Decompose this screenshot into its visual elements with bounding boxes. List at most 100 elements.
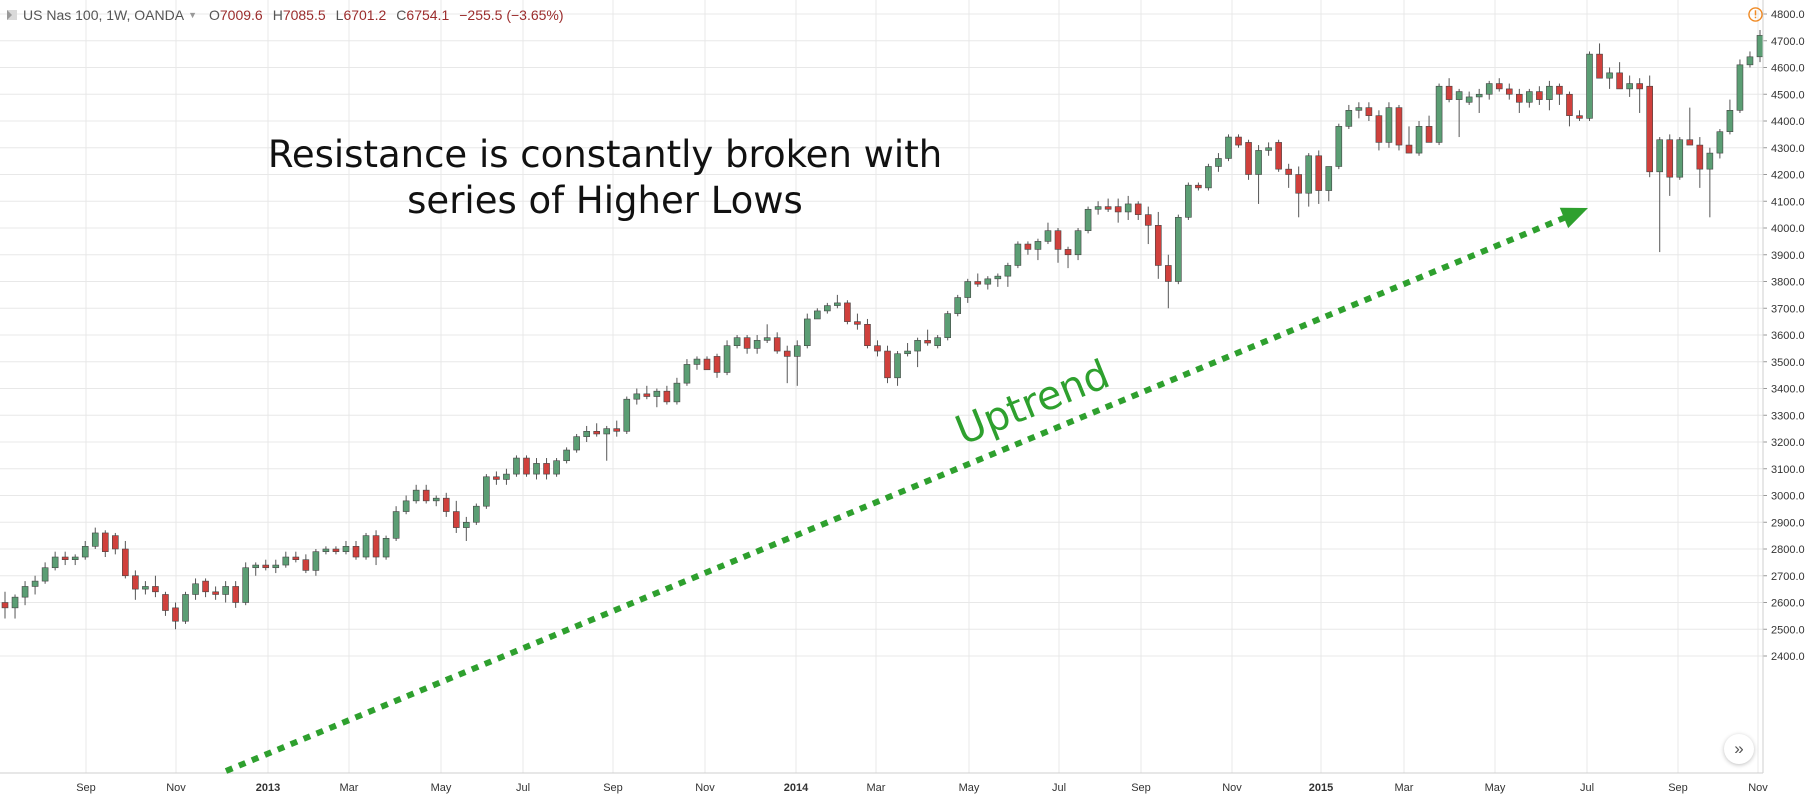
candle-body — [1165, 265, 1172, 282]
candle-body — [272, 564, 280, 569]
y-tick-label: 4400.0 — [1771, 116, 1805, 128]
candle — [252, 562, 260, 576]
candle-body — [342, 546, 350, 552]
candle-body — [1596, 53, 1603, 79]
candle — [202, 578, 209, 598]
double-chevron-right-icon[interactable]: » — [1724, 734, 1754, 764]
candle — [1656, 137, 1664, 253]
x-tick-label: May — [959, 782, 980, 794]
candle — [11, 594, 19, 619]
candle-body — [633, 393, 641, 400]
candle-body — [1676, 139, 1684, 178]
candle-body — [1636, 83, 1643, 90]
candle-body — [81, 546, 89, 558]
candle-body — [252, 564, 260, 569]
candle-body — [864, 323, 871, 346]
candle-body — [1144, 214, 1152, 226]
symbol-title[interactable]: US Nas 100, 1W, OANDA — [23, 7, 185, 23]
x-tick-label: Mar — [340, 782, 359, 794]
candle-body — [282, 556, 290, 566]
candle-body — [1365, 107, 1373, 116]
candle-body — [1556, 85, 1563, 95]
x-tick-label: Sep — [1668, 782, 1688, 794]
candle — [452, 500, 460, 533]
candle — [1586, 51, 1593, 121]
alert-circle-icon[interactable] — [1748, 7, 1763, 22]
candle — [432, 495, 440, 507]
candle — [71, 554, 79, 566]
y-tick-label: 2400.0 — [1771, 651, 1805, 663]
candle — [1124, 195, 1132, 220]
candle-body — [1004, 265, 1012, 277]
candle-body — [814, 310, 821, 320]
candle — [392, 506, 400, 541]
candle-body — [543, 463, 550, 475]
candle-body — [1215, 158, 1222, 167]
candle-body — [1415, 126, 1423, 154]
open-label: O — [208, 7, 220, 23]
candle — [683, 359, 691, 386]
candle-body — [1124, 203, 1132, 213]
candle-body — [1405, 144, 1413, 154]
candle-body — [1656, 139, 1664, 173]
candle-body — [1084, 208, 1092, 231]
candle-body — [152, 586, 159, 593]
candle — [51, 551, 59, 571]
candle-body — [362, 535, 370, 558]
candle — [673, 377, 681, 405]
candle — [162, 591, 169, 616]
candle — [543, 458, 550, 480]
x-tick-label: 2015 — [1309, 782, 1333, 794]
candle-body — [31, 580, 39, 587]
candle-body — [503, 473, 510, 480]
candle — [1686, 107, 1694, 146]
candle — [854, 313, 861, 330]
candle — [1395, 104, 1403, 151]
candle-body — [1445, 85, 1453, 100]
low-value: 6701.2 — [343, 7, 387, 23]
candle-body — [1134, 203, 1142, 215]
y-tick-label: 2900.0 — [1771, 517, 1805, 529]
candle — [713, 353, 721, 378]
candle-body — [1425, 126, 1433, 143]
candle — [974, 273, 982, 287]
candle-body — [162, 594, 169, 611]
candle-body — [332, 548, 340, 552]
candle — [643, 385, 651, 400]
candle — [613, 420, 621, 437]
candle — [623, 396, 631, 434]
candle-body — [91, 532, 99, 547]
candle — [1175, 214, 1182, 285]
chevron-down-icon[interactable]: ▼ — [188, 10, 197, 20]
candle — [362, 532, 370, 560]
y-tick-label: 2500.0 — [1771, 624, 1805, 636]
candle-body — [101, 532, 109, 552]
candle — [1536, 86, 1543, 105]
candle-body — [1355, 107, 1363, 111]
candle — [763, 324, 771, 344]
high-label: H — [272, 7, 283, 23]
candle-body — [1586, 53, 1593, 119]
y-tick-label: 3700.0 — [1771, 303, 1805, 315]
candle-body — [1235, 136, 1242, 146]
candle-body — [1054, 230, 1062, 250]
candle — [1255, 145, 1262, 204]
candle-body — [41, 567, 49, 582]
candle-body — [1576, 115, 1583, 119]
candle-body — [844, 302, 851, 322]
y-tick-label: 4700.0 — [1771, 36, 1805, 48]
candle — [372, 530, 380, 566]
candle — [904, 343, 911, 357]
candle — [703, 356, 711, 371]
candle — [422, 484, 430, 504]
candle-body — [1726, 110, 1734, 133]
candle-body — [723, 345, 731, 373]
candle — [944, 310, 951, 341]
candle — [1546, 80, 1553, 111]
candle — [1516, 88, 1523, 113]
candle — [122, 540, 129, 579]
y-tick-label: 4300.0 — [1771, 143, 1805, 155]
candle — [1425, 115, 1433, 143]
chart-grid — [0, 0, 1763, 773]
candle-body — [974, 281, 982, 285]
